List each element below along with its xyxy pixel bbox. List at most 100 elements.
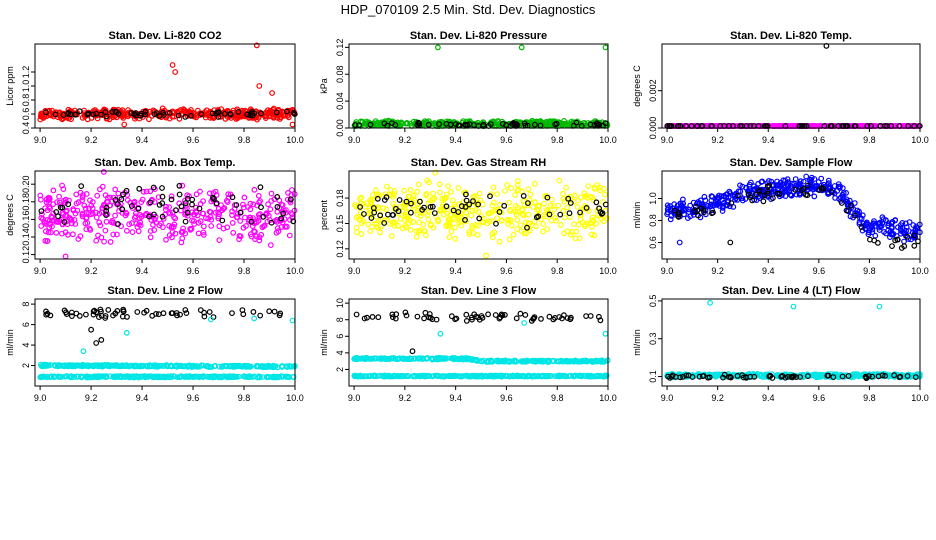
x-tick-label: 10.0 (286, 135, 304, 145)
data-point (835, 183, 842, 190)
data-point (852, 212, 858, 219)
data-point (807, 182, 814, 189)
y-tick-label: 0.8 (21, 94, 31, 107)
data-point (79, 210, 86, 217)
data-point (707, 299, 713, 306)
data-point (593, 358, 599, 365)
panel-5: Stan. Dev. Gas Stream RH9.0 9.2 9.4 9.6 9.8 1… (319, 157, 617, 276)
data-point (403, 198, 410, 205)
data-point (61, 219, 68, 225)
data-point (529, 373, 536, 380)
data-point (421, 204, 428, 211)
data-point (553, 120, 560, 127)
data-point (264, 364, 271, 370)
data-point (563, 184, 569, 191)
data-point (83, 215, 89, 222)
data-point (479, 358, 486, 365)
data-point (274, 203, 281, 210)
data-point (489, 234, 496, 241)
data-point (792, 176, 799, 183)
data-point (564, 204, 571, 211)
data-point (172, 215, 179, 222)
data-point (184, 212, 191, 219)
data-point (38, 208, 45, 215)
data-point (132, 362, 138, 369)
data-point (470, 198, 476, 205)
data-point (168, 374, 175, 381)
data-point (529, 222, 535, 229)
data-point (567, 200, 574, 206)
data-point (471, 373, 478, 380)
data-point (413, 228, 420, 235)
data-point (43, 196, 50, 203)
data-point (407, 186, 414, 193)
x-tick-label: 9.8 (551, 393, 564, 403)
data-point (265, 201, 272, 208)
data-point (233, 202, 240, 208)
data-point (769, 375, 776, 381)
data-point (208, 216, 215, 223)
data-point (701, 193, 708, 200)
data-point (171, 221, 178, 228)
data-point (113, 231, 120, 238)
data-point (582, 373, 588, 379)
x-tick-label: 10.0 (286, 266, 304, 276)
data-point (565, 195, 572, 202)
data-point (458, 203, 465, 210)
data-point (715, 195, 722, 202)
data-point (215, 373, 222, 380)
data-point (46, 224, 53, 231)
data-point (273, 109, 280, 116)
data-point (229, 212, 235, 219)
y-tick-label: 4 (335, 350, 345, 355)
data-point (458, 373, 465, 380)
data-point (395, 222, 401, 229)
data-point (402, 309, 409, 316)
x-tick-label: 9.8 (863, 135, 876, 145)
data-point (187, 226, 194, 233)
data-point (408, 200, 414, 207)
data-point (502, 188, 508, 194)
data-point (44, 373, 50, 380)
data-point (843, 207, 850, 214)
data-point (574, 204, 581, 210)
data-point (182, 218, 189, 225)
x-tick-label: 9.0 (348, 135, 361, 145)
data-point (388, 355, 395, 362)
data-point (523, 230, 530, 237)
data-point (429, 373, 436, 380)
x-tick-label: 9.4 (449, 393, 462, 403)
data-point (253, 219, 260, 226)
data-point (206, 374, 213, 381)
data-point (397, 203, 404, 210)
data-point (882, 373, 888, 379)
y-tick-label: 8 (21, 302, 31, 307)
data-point (102, 313, 109, 319)
x-tick-label: 9.2 (711, 135, 724, 145)
data-point (532, 180, 538, 187)
data-points (351, 309, 611, 380)
data-point (290, 218, 297, 225)
data-point (450, 355, 457, 361)
data-point (440, 203, 446, 210)
panel-title: Stan. Dev. Line 3 Flow (421, 285, 537, 297)
data-point (360, 218, 367, 225)
data-point (707, 203, 714, 210)
data-point (71, 374, 78, 380)
data-point (129, 229, 136, 236)
data-point (392, 315, 399, 322)
data-point (824, 372, 831, 379)
x-tick-label: 9.0 (661, 266, 674, 276)
data-point (811, 193, 818, 200)
data-point (76, 313, 83, 319)
data-point (469, 316, 475, 323)
y-tick-label: 4 (21, 343, 31, 348)
data-point (97, 306, 104, 313)
data-point (159, 185, 165, 191)
data-point (246, 373, 252, 380)
plot-frame (34, 170, 296, 260)
data-point (208, 223, 215, 229)
data-point (588, 372, 594, 379)
data-point (284, 363, 291, 370)
